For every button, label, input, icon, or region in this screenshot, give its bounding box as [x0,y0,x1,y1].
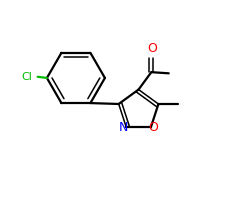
Text: N: N [119,121,128,134]
Text: Cl: Cl [21,72,32,82]
Text: O: O [149,121,159,134]
Text: O: O [147,42,157,55]
